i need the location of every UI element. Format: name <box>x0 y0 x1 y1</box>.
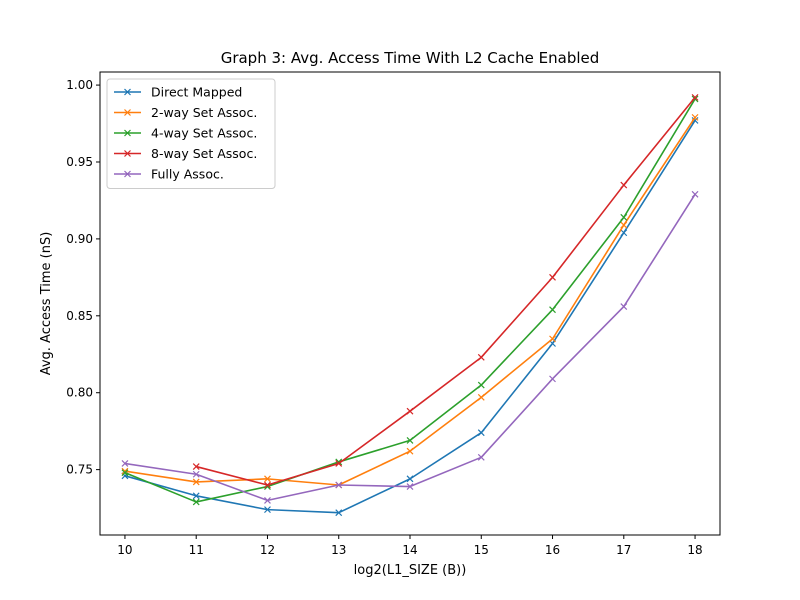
data-point-marker <box>620 181 628 189</box>
legend-item: 2-way Set Assoc. <box>114 105 257 120</box>
data-point-marker <box>549 273 556 281</box>
series-1 <box>121 117 699 517</box>
data-point-marker <box>192 470 200 478</box>
x-tick-label: 10 <box>117 543 132 557</box>
data-point-marker <box>192 463 200 470</box>
legend-box <box>106 78 276 189</box>
data-point-marker <box>335 509 343 517</box>
series-5 <box>121 190 699 504</box>
legend-marker <box>124 88 131 96</box>
legend-marker <box>124 129 131 137</box>
data-point-marker <box>477 353 485 361</box>
legend-marker <box>124 150 131 157</box>
y-tick-label: 0.85 <box>66 309 93 323</box>
data-point-marker <box>691 93 699 101</box>
legend-label: 4-way Set Assoc. <box>151 126 257 141</box>
series-4 <box>192 93 699 489</box>
x-tick-label: 11 <box>189 543 204 557</box>
legend-marker <box>124 170 131 178</box>
y-tick-label: 0.95 <box>66 155 93 169</box>
data-point-marker <box>192 478 200 486</box>
data-point-marker <box>549 375 556 383</box>
legend-label: Direct Mapped <box>151 85 242 100</box>
y-tick-label: 0.75 <box>66 463 93 477</box>
data-point-marker <box>192 498 200 506</box>
data-point-marker <box>620 221 628 229</box>
x-axis-label: log2(L1_SIZE (B)) <box>354 563 467 578</box>
x-tick-label: 14 <box>402 543 417 557</box>
data-point-marker <box>264 481 271 489</box>
chart-title: Graph 3: Avg. Access Time With L2 Cache … <box>221 49 600 67</box>
data-point-marker <box>477 381 485 389</box>
y-axis: 0.75 0.80 0.85 0.90 0.95 1.00 <box>66 78 100 477</box>
data-point-marker <box>335 460 343 467</box>
legend-item: Fully Assoc. <box>114 167 224 182</box>
data-point-marker <box>121 460 129 467</box>
data-point-marker <box>406 483 414 490</box>
data-point-marker <box>406 436 414 444</box>
data-point-marker <box>620 213 628 221</box>
data-point-marker <box>477 429 485 437</box>
legend-label: 8-way Set Assoc. <box>151 146 257 161</box>
legend-marker <box>124 109 131 116</box>
data-point-marker <box>691 117 699 124</box>
data-point-marker <box>264 506 271 514</box>
data-point-marker <box>549 335 556 343</box>
series-line <box>196 96 696 486</box>
legend-item: 8-way Set Assoc. <box>114 146 257 161</box>
data-point-marker <box>264 496 271 504</box>
series-3 <box>121 95 699 506</box>
data-point-marker <box>549 306 556 314</box>
legend: Direct Mapped 2-way Set Assoc. 4-way Set A… <box>106 78 276 189</box>
data-point-marker <box>406 407 414 415</box>
x-tick-label: 18 <box>687 543 702 557</box>
y-tick-label: 0.80 <box>66 386 93 400</box>
x-tick-label: 13 <box>331 543 346 557</box>
legend-item: 4-way Set Assoc. <box>114 126 257 141</box>
data-point-marker <box>192 492 200 500</box>
data-point-marker <box>406 475 414 483</box>
data-point-marker <box>264 475 271 483</box>
x-tick-label: 16 <box>545 543 560 557</box>
y-tick-label: 0.90 <box>66 232 93 246</box>
x-tick-label: 15 <box>474 543 489 557</box>
x-tick-label: 17 <box>616 543 631 557</box>
data-point-marker <box>121 469 129 477</box>
legend-label: 2-way Set Assoc. <box>151 105 257 120</box>
data-point-marker <box>477 453 485 461</box>
data-point-marker <box>406 447 414 455</box>
data-point-marker <box>691 190 699 198</box>
y-tick-label: 1.00 <box>66 78 93 92</box>
data-point-marker <box>477 393 485 401</box>
x-axis: 10 11 12 13 14 15 16 17 18 <box>117 535 703 557</box>
y-axis-label: Avg. Access Time (nS) <box>39 232 54 376</box>
legend-label: Fully Assoc. <box>151 167 224 182</box>
data-point-marker <box>691 113 699 121</box>
data-point-marker <box>620 229 628 237</box>
legend-item: Direct Mapped <box>114 85 242 100</box>
x-tick-label: 12 <box>260 543 275 557</box>
data-point-marker <box>620 303 628 311</box>
data-point-marker <box>335 481 343 489</box>
plot-area <box>121 93 699 517</box>
